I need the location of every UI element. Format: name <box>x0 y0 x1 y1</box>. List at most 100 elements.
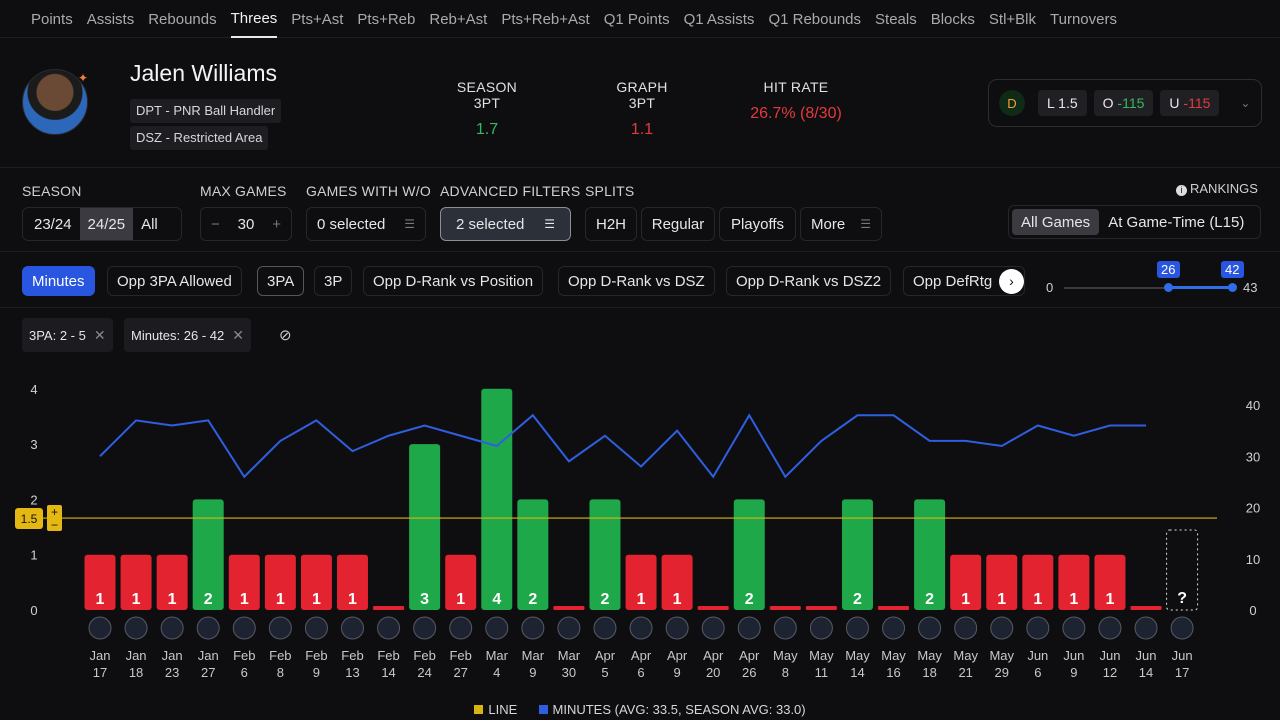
rank-game-time[interactable]: At Game-Time (L15) <box>1108 213 1245 231</box>
hit-rate-stat: HIT RATE 26.7% (8/30) <box>738 79 854 123</box>
x-month-label: Mar <box>558 648 581 663</box>
graph-3pt-label: GRAPH 3PT <box>616 79 668 111</box>
sportsbook-icon: D <box>999 90 1025 116</box>
minutes-slider-track[interactable] <box>1064 287 1236 289</box>
info-icon[interactable]: i <box>1176 185 1187 196</box>
team-logo-icon <box>124 616 148 640</box>
split-more[interactable]: More ☰ <box>800 207 882 241</box>
split-h2h[interactable]: H2H <box>585 207 637 241</box>
line-chip[interactable]: L 1.5 <box>1038 90 1087 116</box>
slider-high-handle[interactable] <box>1228 283 1238 292</box>
x-month-label: Jun <box>1063 648 1084 663</box>
slider-high-value: 42 <box>1221 261 1244 278</box>
team-logo-icon: ✦ <box>78 71 89 85</box>
active-filter-minutes[interactable]: Minutes: 26 - 42 ✕ <box>124 318 251 352</box>
tab-points[interactable]: Points <box>31 10 73 28</box>
bar-label: 1 <box>240 591 249 608</box>
threes-chart: 012340102030401Jan171Jan181Jan232Jan271F… <box>15 382 1260 680</box>
tab-assists[interactable]: Assists <box>86 10 135 28</box>
tab-stl-blk[interactable]: Stl+Blk <box>988 10 1037 28</box>
bar <box>84 554 116 610</box>
x-day-label: 13 <box>345 665 359 680</box>
y-tick-label: 0 <box>30 603 37 618</box>
rankings-toggle[interactable]: All Games At Game-Time (L15) <box>1008 205 1261 239</box>
split-playoffs[interactable]: Playoffs <box>719 207 796 241</box>
tab-q1-rebounds[interactable]: Q1 Rebounds <box>768 10 862 28</box>
close-icon[interactable]: ✕ <box>232 326 244 343</box>
x-month-label: Jan <box>126 648 147 663</box>
graph-3pt-value: 1.1 <box>630 121 654 138</box>
metric-opp-drank-dsz2[interactable]: Opp D-Rank vs DSZ2 <box>726 266 892 296</box>
x-day-label: 17 <box>1175 665 1189 680</box>
split-more-label: More <box>811 215 846 233</box>
tab-turnovers[interactable]: Turnovers <box>1050 10 1117 28</box>
tab-pts-reb-ast[interactable]: Pts+Reb+Ast <box>501 10 590 28</box>
dpt-badge: DPT - PNR Ball Handler <box>130 99 282 123</box>
x-month-label: Apr <box>595 648 616 663</box>
advanced-filters-dropdown[interactable]: 2 selected ☰ <box>440 207 571 241</box>
tab-rebounds[interactable]: Rebounds <box>148 10 217 28</box>
y-tick-label: 4 <box>30 382 37 397</box>
x-month-label: Jun <box>1136 648 1157 663</box>
zero-bar <box>769 606 801 610</box>
active-filter-minutes-label: Minutes: 26 - 42 <box>131 327 225 343</box>
x-month-label: Feb <box>413 648 435 663</box>
slider-low-handle[interactable] <box>1164 283 1174 292</box>
active-filter-3pa[interactable]: 3PA: 2 - 5 ✕ <box>22 318 113 352</box>
x-day-label: 20 <box>706 665 720 680</box>
split-regular[interactable]: Regular <box>641 207 715 241</box>
tab-steals[interactable]: Steals <box>875 10 917 28</box>
bar-label: 1 <box>997 591 1006 608</box>
season-all[interactable]: All <box>141 215 158 233</box>
metric-opp-drank-position[interactable]: Opp D-Rank vs Position <box>363 266 544 296</box>
bar <box>986 554 1018 610</box>
metric-opp-drank-dsz[interactable]: Opp D-Rank vs DSZ <box>558 266 715 296</box>
tab-q1-assists[interactable]: Q1 Assists <box>683 10 755 28</box>
odds-selector[interactable]: D L 1.5 O -115 U -115 ⌄ <box>988 79 1262 127</box>
legend-line-label: LINE <box>488 702 518 717</box>
y2-tick-label: 30 <box>1246 449 1260 464</box>
tab-pts-reb[interactable]: Pts+Reb <box>357 10 416 28</box>
metric-opp-3pa-allowed[interactable]: Opp 3PA Allowed <box>107 266 242 296</box>
minutes-line <box>99 413 1147 479</box>
metric-minutes[interactable]: Minutes <box>22 266 95 296</box>
tab-threes[interactable]: Threes <box>230 0 278 38</box>
metric-opp-defrtg[interactable]: Opp DefRtg <box>903 266 1025 296</box>
tab-pts-ast[interactable]: Pts+Ast <box>291 10 344 28</box>
player-header: ✦ Jalen Williams DPT - PNR Ball Handler … <box>0 38 1280 168</box>
x-day-label: 6 <box>637 665 644 680</box>
metric-3p[interactable]: 3P <box>314 266 353 296</box>
minus-icon[interactable]: − <box>211 215 220 233</box>
x-day-label: 8 <box>782 665 789 680</box>
bar-label: 1 <box>1033 591 1042 608</box>
x-month-label: May <box>773 648 798 663</box>
x-month-label: May <box>845 648 870 663</box>
season-2324[interactable]: 23/24 <box>34 215 72 233</box>
scroll-right-icon[interactable]: › <box>999 269 1024 294</box>
rank-all-games[interactable]: All Games <box>1012 209 1100 235</box>
rankings-heading: i RANKINGS <box>1176 181 1258 196</box>
plus-icon[interactable]: + <box>272 215 281 233</box>
over-chip[interactable]: O -115 <box>1093 90 1154 116</box>
with-wo-dropdown[interactable]: 0 selected ☰ <box>306 207 426 241</box>
team-logo-icon <box>990 616 1014 640</box>
tab-blocks[interactable]: Blocks <box>930 10 975 28</box>
advanced-filters-label: ADVANCED FILTERS <box>440 183 581 199</box>
x-month-label: May <box>809 648 834 663</box>
season-selector[interactable]: 23/24 24/25 All <box>22 207 182 241</box>
tab-reb-ast[interactable]: Reb+Ast <box>429 10 488 28</box>
graph-3pt-stat: GRAPH 3PT 1.1 <box>602 79 682 139</box>
chevron-down-icon[interactable]: ⌄ <box>1240 96 1251 110</box>
season-2425[interactable]: 24/25 <box>79 208 134 240</box>
tab-q1-points[interactable]: Q1 Points <box>603 10 670 28</box>
x-month-label: May <box>953 648 978 663</box>
x-day-label: 9 <box>674 665 681 680</box>
max-games-stepper[interactable]: − 30 + <box>200 207 292 241</box>
under-chip[interactable]: U -115 <box>1160 90 1220 116</box>
clear-filters-icon[interactable]: ⊘ <box>279 327 292 344</box>
x-day-label: 6 <box>1034 665 1041 680</box>
metric-3pa[interactable]: 3PA <box>257 266 305 296</box>
x-month-label: Feb <box>341 648 363 663</box>
team-logo-icon <box>377 616 401 640</box>
close-icon[interactable]: ✕ <box>93 326 106 343</box>
